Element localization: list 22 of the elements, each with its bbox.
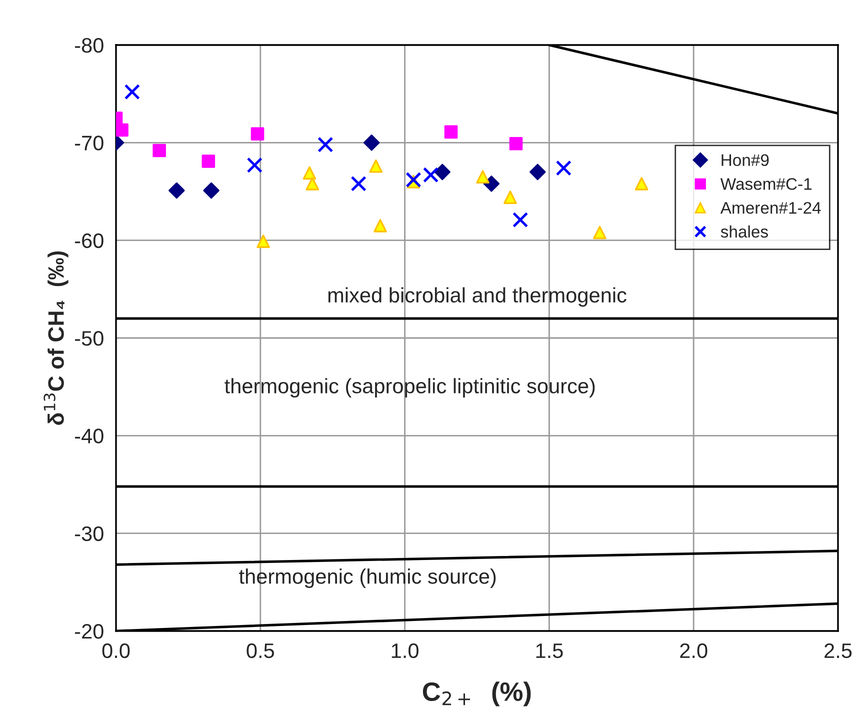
- y-tick-label: -50: [75, 331, 104, 346]
- x-tick-label: 1.0: [392, 643, 418, 658]
- y-tick-label: -20: [75, 624, 104, 639]
- y-axis-title: δ$^{13}$C of CH₄ (‰): [44, 251, 68, 425]
- x-tick-label: 2.0: [680, 643, 708, 658]
- x-tick-label: 0.5: [246, 643, 274, 658]
- x-tick-label: 0.0: [102, 643, 130, 658]
- x-tick-label: 1.5: [536, 644, 563, 658]
- y-tick-label: -60: [75, 233, 104, 248]
- x-tick-label: 2.5: [824, 643, 852, 658]
- text: C$_{2+}$ (%): [422, 682, 531, 706]
- legend-label: Hon#9: [722, 154, 769, 166]
- legend-label: Wasem#C-1: [720, 178, 812, 190]
- y-tick-label: -80: [75, 38, 104, 53]
- annotation: mixed bicrobial and thermogenic: [328, 287, 626, 307]
- y-tick-label: -40: [75, 428, 104, 444]
- annotation: thermogenic (sapropelic liptinitic source): [224, 378, 595, 398]
- y-tick-label: -70: [75, 136, 104, 150]
- annotation: thermogenic (humic source): [239, 568, 496, 588]
- legend-label: Ameren#1-24: [720, 202, 821, 214]
- legend-label: shales: [720, 225, 768, 238]
- y-tick-label: -30: [75, 526, 104, 542]
